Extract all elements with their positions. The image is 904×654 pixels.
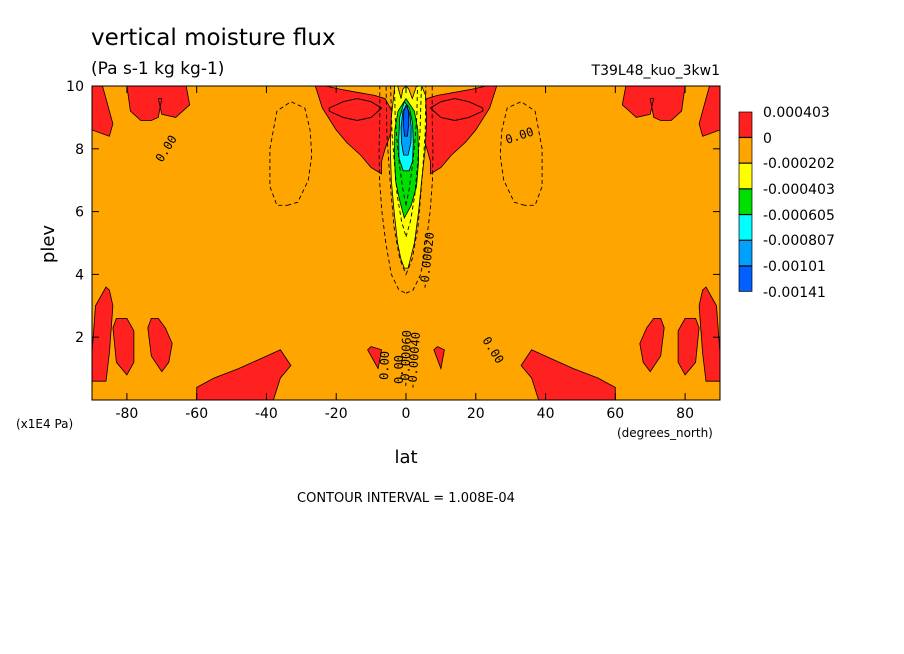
x-tick-label: -20: [325, 406, 348, 422]
contour-label-6: -0.00040: [405, 332, 423, 391]
contour-region-8: [677, 317, 700, 376]
x-tick-label: 60: [606, 406, 624, 422]
colorbar-swatch-5: [738, 240, 753, 267]
contour-region-11: [126, 86, 191, 121]
contour-region-13: [419, 86, 498, 175]
x-axis-label: lat: [394, 447, 417, 468]
colorbar-label-3: -0.000403: [763, 182, 835, 198]
y-axis: 2 4 6 8 10: [66, 79, 84, 346]
contour-region-4: [367, 346, 383, 370]
dashed-contour-1: [269, 101, 313, 206]
colorbar-swatch-0: [738, 111, 753, 138]
colorbar-swatch-6: [738, 265, 753, 292]
y-tick-label: 6: [75, 205, 84, 221]
x-tick-label: 20: [467, 406, 485, 422]
contour-label-5: -0.00020: [417, 231, 437, 290]
dashed-contour-5: [394, 86, 418, 206]
chart-units: (Pa s-1 kg kg-1): [91, 59, 224, 79]
chart-title: vertical moisture flux: [91, 25, 336, 51]
colorbar-label-4: -0.000605: [763, 208, 835, 224]
run-label: T39L48_kuo_3kw1: [591, 63, 720, 79]
x-tick-label: 0: [402, 406, 411, 422]
contour-label-7: -0.00060: [398, 330, 414, 388]
y-axis-label: plev: [38, 225, 59, 264]
colorbar-label-6: -0.00101: [763, 259, 826, 275]
x-tick-label: -60: [185, 406, 208, 422]
contour-region-7: [639, 317, 665, 373]
solid-contour-1: [429, 98, 484, 121]
x-axis: -80 -60 -40 -20 0 20 40 60 80: [115, 406, 694, 422]
colorbar-swatch-2: [738, 163, 753, 189]
contour-region-12: [314, 86, 393, 175]
dashed-contour-0: [378, 86, 434, 294]
contour-region-5: [520, 349, 616, 400]
contour-label-2: 0.00: [377, 351, 392, 380]
y-axis-units: (x1E4 Pa): [16, 417, 73, 431]
plot-area: 0.00 0.00 0.00 0.00 0.00 -0.00020 -0.000…: [92, 86, 720, 400]
colorbar-label-5: -0.000807: [763, 233, 835, 249]
contour-interval-note: CONTOUR INTERVAL = 1.008E-04: [297, 491, 515, 506]
dashed-contour-4: [390, 86, 422, 239]
x-tick-label: 80: [676, 406, 694, 422]
solid-contour-0: [328, 98, 383, 121]
contour-region-10: [92, 86, 114, 137]
dashed-contour-lines: [269, 86, 543, 294]
solid-contour-lines: [328, 98, 484, 121]
contour-region-2: [147, 317, 173, 373]
x-tick-label: -40: [255, 406, 278, 422]
y-tick-label: 8: [75, 142, 84, 158]
contour-region-20: [402, 103, 410, 137]
dashed-contour-3: [385, 86, 427, 276]
colorbar-label-7: -0.00141: [763, 285, 826, 301]
y-tick-label: 10: [66, 79, 84, 95]
colorbar-label-2: -0.000202: [763, 156, 835, 172]
colorbar-label-1: 0: [763, 131, 772, 147]
tick-marks: [92, 85, 720, 400]
colorbar-swatch-3: [738, 188, 753, 215]
y-tick-label: 4: [75, 267, 84, 283]
colorbar-swatch-1: [738, 137, 753, 164]
contour-label-4: 0.00: [392, 355, 406, 384]
contour-region-14: [698, 86, 720, 137]
filled-contour-regions: [92, 86, 720, 400]
contour-region-1: [112, 317, 135, 376]
x-tick-label: -80: [115, 406, 138, 422]
colorbar-swatch-4: [738, 214, 753, 241]
contour-region-6: [433, 346, 445, 371]
colorbar: 0.000403 0 -0.000202 -0.000403 -0.000605…: [738, 105, 835, 301]
contour-region-3: [196, 349, 292, 400]
contour-region-15: [621, 86, 686, 121]
colorbar-label-0: 0.000403: [763, 105, 830, 121]
dashed-contour-2: [499, 101, 543, 206]
x-tick-label: 40: [537, 406, 555, 422]
x-axis-units: (degrees_north): [617, 426, 713, 440]
y-tick-label: 2: [75, 330, 84, 346]
